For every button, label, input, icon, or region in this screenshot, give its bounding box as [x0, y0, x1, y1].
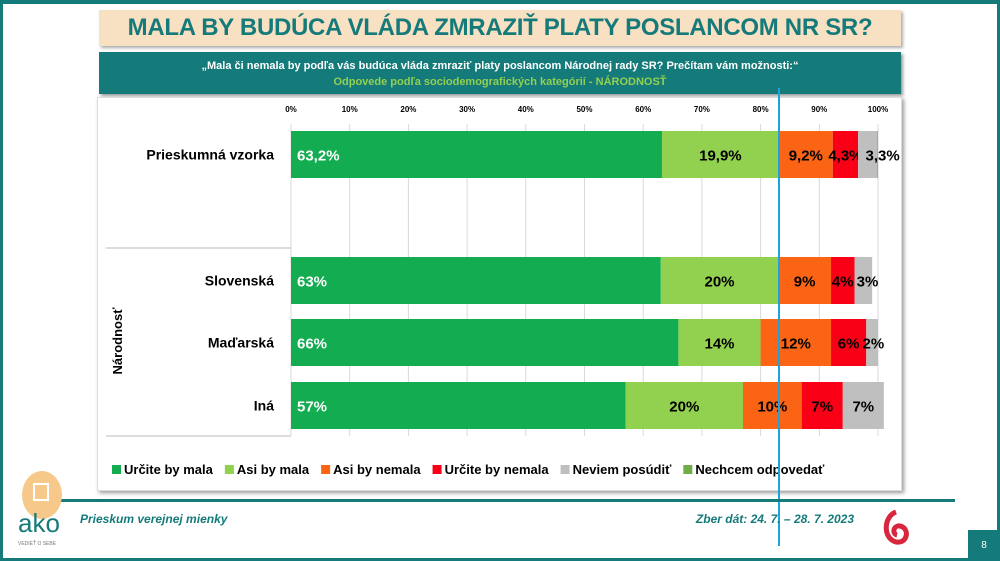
- bar-segment: [291, 257, 661, 304]
- bar-segment: [831, 257, 855, 304]
- category-label: Slovenská: [205, 273, 274, 289]
- category-label: Iná: [254, 398, 274, 414]
- category-label: Maďarská: [208, 335, 274, 351]
- data-label: 3%: [857, 274, 879, 291]
- tv-logo-icon: [883, 509, 909, 545]
- data-label: 9,2%: [789, 148, 823, 165]
- x-tick-label: 80%: [753, 105, 769, 114]
- data-label: 10%: [757, 399, 787, 416]
- data-label: 66%: [297, 336, 327, 353]
- bar-segment: [660, 257, 779, 304]
- bar-segment: [760, 319, 832, 366]
- x-tick-label: 60%: [635, 105, 651, 114]
- data-label: 7%: [852, 399, 874, 416]
- page-number: 8: [968, 530, 1000, 561]
- svg-text:VEDIEŤ O SEBE: VEDIEŤ O SEBE: [18, 539, 57, 547]
- legend-label: Určite by nemala: [445, 462, 550, 477]
- data-label: 63,2%: [297, 148, 340, 165]
- x-tick-label: 0%: [285, 105, 297, 114]
- data-label: 19,9%: [699, 148, 742, 165]
- data-label: 4%: [832, 274, 854, 291]
- bar-segment: [291, 382, 626, 429]
- x-tick-label: 50%: [576, 105, 592, 114]
- footer-date: Zber dát: 24. 7. – 28. 7. 2023: [695, 512, 854, 526]
- bar-segment: [778, 131, 833, 178]
- bar-segment: [854, 257, 873, 304]
- data-label: 57%: [297, 399, 327, 416]
- bar-segment: [858, 131, 878, 178]
- x-tick-label: 90%: [811, 105, 827, 114]
- bar-segment: [866, 319, 878, 366]
- chart-svg: 0% 10% 20% 30% 40% 50% 60% 70% 80% 90% 100% Národno…: [106, 105, 900, 477]
- data-label: 4,3%: [828, 148, 862, 165]
- data-label: 6%: [838, 336, 860, 353]
- bar-segment: [842, 382, 884, 429]
- bar-segment: [291, 131, 662, 178]
- legend-swatch: [432, 465, 442, 474]
- question-text: „Mala či nemala by podľa vás budúca vlád…: [201, 60, 799, 72]
- bar-segment: [291, 319, 679, 366]
- x-tick-label: 10%: [342, 105, 358, 114]
- bar-segment: [661, 131, 779, 178]
- slide-title: MALA BY BUDÚCA VLÁDA ZMRAZIŤ PLATY POSLA…: [99, 10, 901, 46]
- x-tick-label: 30%: [459, 105, 475, 114]
- data-label: 7%: [811, 399, 833, 416]
- legend-swatch: [224, 465, 234, 474]
- legend-swatch: [112, 465, 121, 474]
- bar-segment: [778, 257, 832, 304]
- data-label: 14%: [704, 336, 734, 353]
- question-subtitle: Odpovede podľa sociodemografických kateg…: [333, 76, 667, 88]
- data-label: 12%: [781, 336, 811, 353]
- bar-segment: [831, 319, 867, 366]
- footer-divider: [35, 499, 955, 502]
- data-label: 20%: [669, 399, 699, 416]
- footer-survey-name: Prieskum verejnej mienky: [80, 512, 228, 526]
- bar-segment: [678, 319, 761, 366]
- stacked-bar-chart: 0% 10% 20% 30% 40% 50% 60% 70% 80% 90% 100% Národno…: [97, 97, 902, 491]
- x-tick-label: 100%: [868, 105, 888, 114]
- ako-logo: ako VEDIEŤ O SEBE: [18, 471, 62, 547]
- bar-segment: [877, 131, 878, 178]
- legend-label: Nechcem odpovedať: [695, 462, 825, 477]
- legend-label: Určite by mala: [124, 462, 214, 477]
- bar-segment: [742, 382, 802, 429]
- data-label: 20%: [704, 274, 734, 291]
- legend-label: Neviem posúdiť: [573, 462, 672, 477]
- data-label: 63%: [297, 274, 327, 291]
- svg-text:ako: ako: [18, 508, 60, 538]
- legend-swatch: [560, 465, 570, 474]
- bar-segment: [625, 382, 743, 429]
- question-banner: „Mala či nemala by podľa vás budúca vlád…: [99, 52, 901, 94]
- group-label: Národnosť: [110, 307, 125, 375]
- x-tick-label: 70%: [694, 105, 710, 114]
- data-label: 9%: [794, 274, 816, 291]
- bar-segment: [832, 131, 859, 178]
- legend-label: Asi by nemala: [333, 462, 421, 477]
- vertical-marker-line: [778, 88, 780, 546]
- legend-swatch: [683, 465, 693, 474]
- x-tick-label: 20%: [400, 105, 416, 114]
- category-label: Prieskumná vzorka: [146, 147, 274, 163]
- x-tick-label: 40%: [518, 105, 534, 114]
- legend-label: Asi by mala: [237, 462, 310, 477]
- bar-segment: [801, 382, 843, 429]
- data-label: 2%: [862, 336, 884, 353]
- legend-swatch: [321, 465, 331, 474]
- data-label: 3,3%: [866, 148, 900, 165]
